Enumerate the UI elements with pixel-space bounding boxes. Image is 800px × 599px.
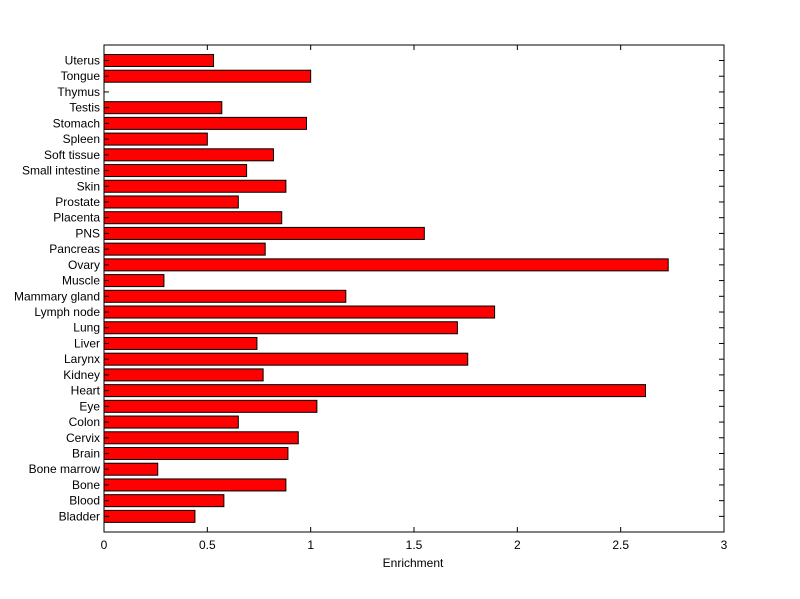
x-tick-label: 1.5 bbox=[406, 538, 423, 552]
y-tick-label: Small intestine bbox=[22, 164, 100, 178]
y-tick-label: Brain bbox=[72, 447, 100, 461]
bar-bladder bbox=[103, 509, 196, 523]
bar-larynx bbox=[103, 352, 469, 366]
y-tick-label: Ovary bbox=[68, 258, 100, 272]
y-tick-label: Kidney bbox=[63, 368, 100, 382]
y-tick-label: Testis bbox=[69, 101, 100, 115]
y-tick-label: Bladder bbox=[59, 509, 100, 523]
bar-small-intestine bbox=[103, 164, 248, 178]
bar-soft-tissue bbox=[103, 148, 274, 162]
y-tick-label: Muscle bbox=[62, 274, 100, 288]
y-tick-label: Pancreas bbox=[49, 242, 100, 256]
bar-pancreas bbox=[103, 242, 266, 256]
bar-testis bbox=[103, 101, 223, 115]
y-tick-label: Tongue bbox=[61, 69, 101, 83]
y-tick-label: Soft tissue bbox=[44, 148, 100, 162]
x-axis-label: Enrichment bbox=[383, 556, 444, 570]
y-tick-label: Prostate bbox=[55, 195, 100, 209]
bar-blood bbox=[103, 494, 225, 508]
y-tick-label: Liver bbox=[74, 336, 100, 350]
bar-bone bbox=[103, 478, 287, 492]
bar-uterus bbox=[103, 54, 215, 67]
bar-stomach bbox=[103, 116, 308, 130]
y-tick-label: Spleen bbox=[63, 132, 100, 146]
axes-box bbox=[103, 44, 725, 533]
y-tick-label: Cervix bbox=[66, 431, 100, 445]
y-tick-label: PNS bbox=[75, 226, 100, 240]
bar-cervix bbox=[103, 431, 299, 445]
bar-spleen bbox=[103, 132, 208, 146]
y-tick-label: Skin bbox=[77, 179, 100, 193]
y-tick-label: Blood bbox=[69, 494, 100, 508]
bar-kidney bbox=[103, 368, 264, 382]
bar-eye bbox=[103, 399, 318, 413]
bar-ovary bbox=[103, 258, 669, 272]
x-tick-label: 0.5 bbox=[199, 538, 216, 552]
y-tick-label: Heart bbox=[71, 384, 101, 398]
bar-heart bbox=[103, 384, 646, 398]
bar-mammary-gland bbox=[103, 289, 347, 303]
x-axis-ticks: 0 0.5 1 1.5 2 2.5 3 bbox=[101, 45, 728, 552]
bar-tongue bbox=[103, 69, 312, 83]
x-tick-label: 2 bbox=[514, 538, 521, 552]
bar-bone-marrow bbox=[103, 462, 159, 476]
y-tick-label: Stomach bbox=[53, 116, 100, 130]
y-tick-label: Bone bbox=[72, 478, 100, 492]
bar-lung bbox=[103, 321, 458, 335]
x-tick-label: 0 bbox=[101, 538, 108, 552]
y-tick-label: Eye bbox=[79, 399, 100, 413]
y-tick-label: Thymus bbox=[57, 85, 100, 99]
y-tick-label: Lymph node bbox=[34, 305, 100, 319]
x-tick-label: 2.5 bbox=[612, 538, 629, 552]
bar-skin bbox=[103, 179, 287, 193]
y-tick-label: Mammary gland bbox=[14, 289, 100, 303]
x-tick-label: 1 bbox=[307, 538, 314, 552]
bar-colon bbox=[103, 415, 239, 429]
y-tick-label: Lung bbox=[73, 321, 100, 335]
y-tick-label: Uterus bbox=[65, 54, 100, 68]
bar-prostate bbox=[103, 195, 239, 209]
bar-placenta bbox=[103, 211, 283, 225]
bar-liver bbox=[103, 336, 258, 350]
bar-brain bbox=[103, 447, 289, 460]
x-tick-label: 3 bbox=[721, 538, 728, 552]
y-tick-label: Larynx bbox=[64, 352, 100, 366]
bar-pns bbox=[103, 226, 425, 240]
bar-muscle bbox=[103, 274, 165, 288]
bar-lymph-node bbox=[103, 305, 496, 319]
y-tick-label: Colon bbox=[69, 415, 100, 429]
y-tick-label: Bone marrow bbox=[29, 462, 101, 476]
y-tick-label: Placenta bbox=[53, 211, 100, 225]
